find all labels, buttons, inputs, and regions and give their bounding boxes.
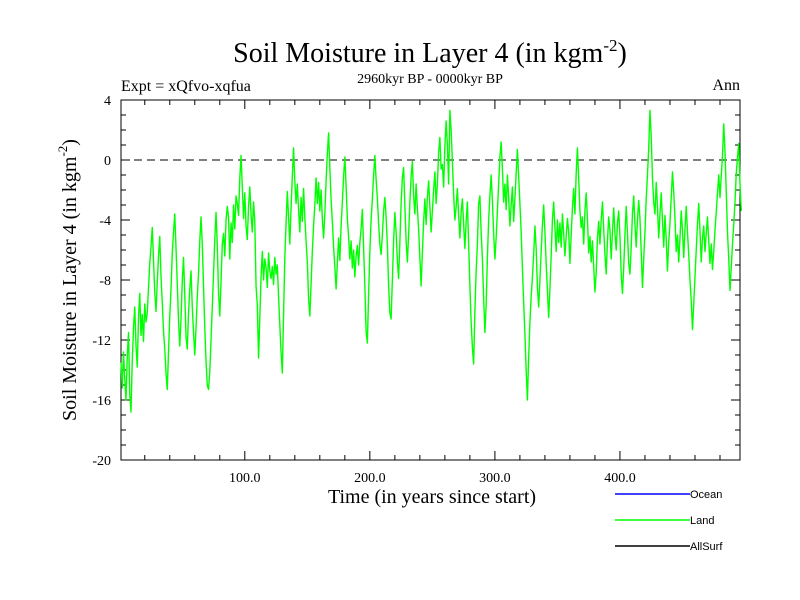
legend-label: Land [690, 515, 714, 527]
chart-title-main: Soil Moisture in Layer 4 (in kgm [233, 38, 603, 69]
x-tick-label: 200.0 [354, 471, 386, 486]
x-tick-label: 300.0 [479, 471, 511, 486]
legend-label: AllSurf [690, 541, 723, 553]
y-axis-label-sup: -2 [55, 146, 70, 157]
title-group: Soil Moisture in Layer 4 (in kgm-2) 2960… [121, 36, 740, 95]
chart-title: Soil Moisture in Layer 4 (in kgm-2) [233, 36, 627, 69]
y-tick-label: -4 [99, 214, 111, 229]
y-tick-label: -8 [99, 274, 111, 289]
expt-label: Expt = xQfvo-xqfua [121, 78, 251, 95]
y-axis: 4 0 -4 -8 -12 -16 -20 [92, 94, 740, 469]
chart-title-sup: -2 [603, 36, 617, 55]
y-tick-label: 0 [104, 154, 111, 169]
y-axis-label-end: ) [59, 139, 81, 146]
y-axis-label-main: Soil Moisture in Layer 4 (in kgm [59, 156, 81, 421]
y-tick-label: -20 [92, 454, 111, 469]
x-axis-label: Time (in years since start) [328, 486, 536, 508]
y-tick-label: 4 [104, 94, 111, 109]
x-tick-label: 400.0 [604, 471, 636, 486]
series-line-land [120, 109, 742, 413]
season-label: Ann [712, 77, 740, 94]
chart-subtitle: 2960kyr BP - 0000kyr BP [357, 72, 503, 87]
x-axis: 100.0 200.0 300.0 400.0 [144, 100, 721, 486]
y-axis-label: Soil Moisture in Layer 4 (in kgm-2) [55, 139, 81, 421]
legend: Ocean Land AllSurf [615, 489, 723, 553]
y-tick-label: -16 [92, 394, 111, 409]
x-tick-label: 100.0 [229, 471, 261, 486]
y-tick-label: -12 [92, 334, 111, 349]
chart-title-end: ) [618, 38, 627, 69]
legend-label: Ocean [690, 489, 722, 501]
